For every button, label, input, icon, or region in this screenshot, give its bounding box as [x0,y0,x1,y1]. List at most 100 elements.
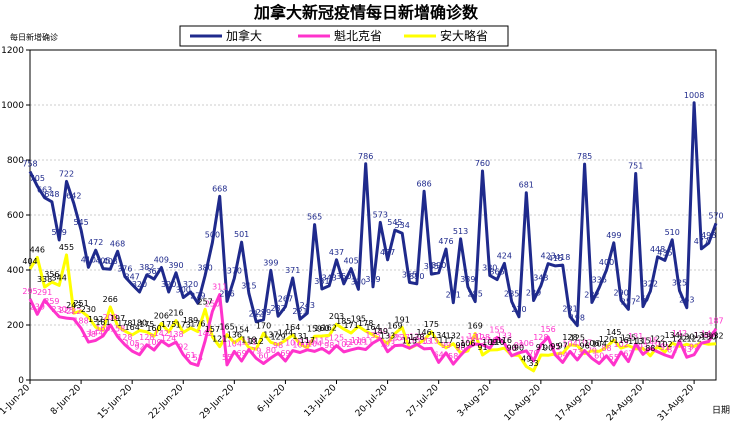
legend-label-canada: 加拿大 [226,28,262,43]
data-label-ontario-83: 113 [628,337,643,346]
data-label-ontario-45: 195 [351,314,366,323]
data-label-canada-65: 424 [497,251,512,260]
data-label-canada-81: 290 [613,288,628,297]
data-label-quebec-32: 60 [258,352,268,361]
data-label-quebec-81: 102 [613,340,628,349]
data-label-ontario-27: 165 [219,323,234,332]
data-label-quebec-35: 69 [280,349,290,358]
data-label-quebec-6: 222 [66,307,81,316]
data-label-ontario-72: 95 [550,342,560,351]
data-label-quebec-11: 200 [103,313,118,322]
data-label-canada-4: 509 [52,228,67,237]
data-label-ontario-4: 344 [52,273,67,282]
data-label-ontario-44: 171 [343,321,358,330]
data-label-canada-32: 219 [256,308,271,317]
data-label-quebec-90: 83 [682,345,692,354]
x-tick-label-3: 22-Jun-20 [147,383,185,421]
legend-label-ontario: 安大略省 [440,28,488,43]
data-label-canada-19: 320 [161,280,176,289]
data-label-quebec-59: 90 [455,343,465,352]
legend-label-quebec: 魁北克省 [334,28,382,43]
data-label-ontario-29: 154 [234,326,249,335]
data-label-quebec-51: 127 [395,333,410,342]
data-label-ontario-24: 257 [198,297,213,306]
data-label-canada-70: 343 [533,274,548,283]
x-axis-label: 日期 [712,405,730,416]
data-label-canada-37: 221 [292,307,307,316]
data-label-ontario-63: 109 [482,338,497,347]
data-label-quebec-61: 131 [468,332,483,341]
series-layer [28,101,718,373]
data-label-canada-27: 286 [219,289,234,298]
data-label-canada-51: 534 [395,221,410,230]
data-label-canada-9: 472 [88,238,103,247]
data-label-ontario-66: 90 [507,343,517,352]
data-label-ontario-31: 112 [249,337,264,346]
data-label-ontario-16: 175 [139,320,154,329]
y-tick-label-5: 1000 [1,101,24,111]
y-tick-label-2: 400 [7,266,24,276]
data-label-ontario-70: 91 [536,343,546,352]
data-label-ontario-75: 125 [570,334,585,343]
data-label-canada-71: 423 [541,252,556,261]
data-label-canada-24: 380 [198,264,213,273]
data-label-quebec-69: 70 [528,349,538,358]
data-label-quebec-88: 82 [667,345,677,354]
data-label-ontario-86: 122 [650,334,665,343]
data-label-ontario-64: 110 [489,338,504,347]
data-label-canada-47: 339 [365,275,380,284]
series-line-ontario [28,253,717,373]
data-label-canada-54: 686 [416,179,431,188]
data-label-canada-52: 355 [402,270,417,279]
data-label-canada-30: 315 [241,281,256,290]
data-label-canada-74: 231 [562,304,577,313]
data-label-canada-72: 415 [548,254,563,263]
chart-title: 加拿大新冠疫情每日新增确诊数 [253,3,479,22]
data-label-ontario-36: 164 [285,323,300,332]
data-label-canada-6: 642 [66,191,81,200]
data-label-canada-11: 403 [103,257,118,266]
data-label-canada-64: 365 [489,268,504,277]
data-label-ontario-65: 116 [497,336,512,345]
data-label-ontario-62: 91 [477,343,487,352]
data-label-ontario-10: 181 [95,318,110,327]
data-label-canada-45: 330 [351,277,366,286]
data-label-ontario-59: 99 [455,341,465,350]
data-label-quebec-21: 92 [178,343,188,352]
data-label-ontario-39: 159 [307,324,322,333]
data-label-canada-0: 758 [22,160,37,169]
data-label-ontario-20: 216 [168,309,183,318]
series-line-quebec [28,293,718,367]
data-label-quebec-10: 160 [95,324,110,333]
data-label-ontario-12: 197 [110,314,125,323]
data-label-ontario-78: 104 [592,339,607,348]
data-label-quebec-47: 135 [365,331,380,340]
data-label-ontario-14: 164 [125,323,140,332]
data-label-quebec-24: 142 [198,329,213,338]
data-label-canada-55: 385 [424,262,439,271]
data-label-canada-42: 437 [329,248,344,257]
data-label-ontario-28: 136 [227,331,242,340]
data-label-quebec-25: 250 [205,299,220,308]
data-label-quebec-79: 88 [601,344,611,353]
data-label-canada-53: 350 [409,272,424,281]
data-label-quebec-12: 158 [110,325,125,334]
data-label-canada-26: 668 [212,184,227,193]
data-label-canada-80: 499 [606,231,621,240]
data-label-quebec-84: 93 [638,342,648,351]
data-label-quebec-82: 67 [623,350,633,359]
x-tick-label-7: 20-Jul-20 [354,383,390,419]
data-label-canada-58: 281 [446,291,461,300]
data-label-quebec-70: 128 [533,333,548,342]
data-label-canada-60: 339 [460,275,475,284]
data-label-canada-44: 405 [343,257,358,266]
data-label-quebec-86: 103 [650,340,665,349]
x-tick-label-11: 17-Aug-20 [554,383,594,423]
data-label-quebec-20: 138 [168,330,183,339]
data-label-quebec-22: 61 [185,351,195,360]
data-label-canada-7: 545 [73,218,88,227]
data-label-ontario-46: 178 [358,319,373,328]
data-label-canada-41: 343 [322,274,337,283]
